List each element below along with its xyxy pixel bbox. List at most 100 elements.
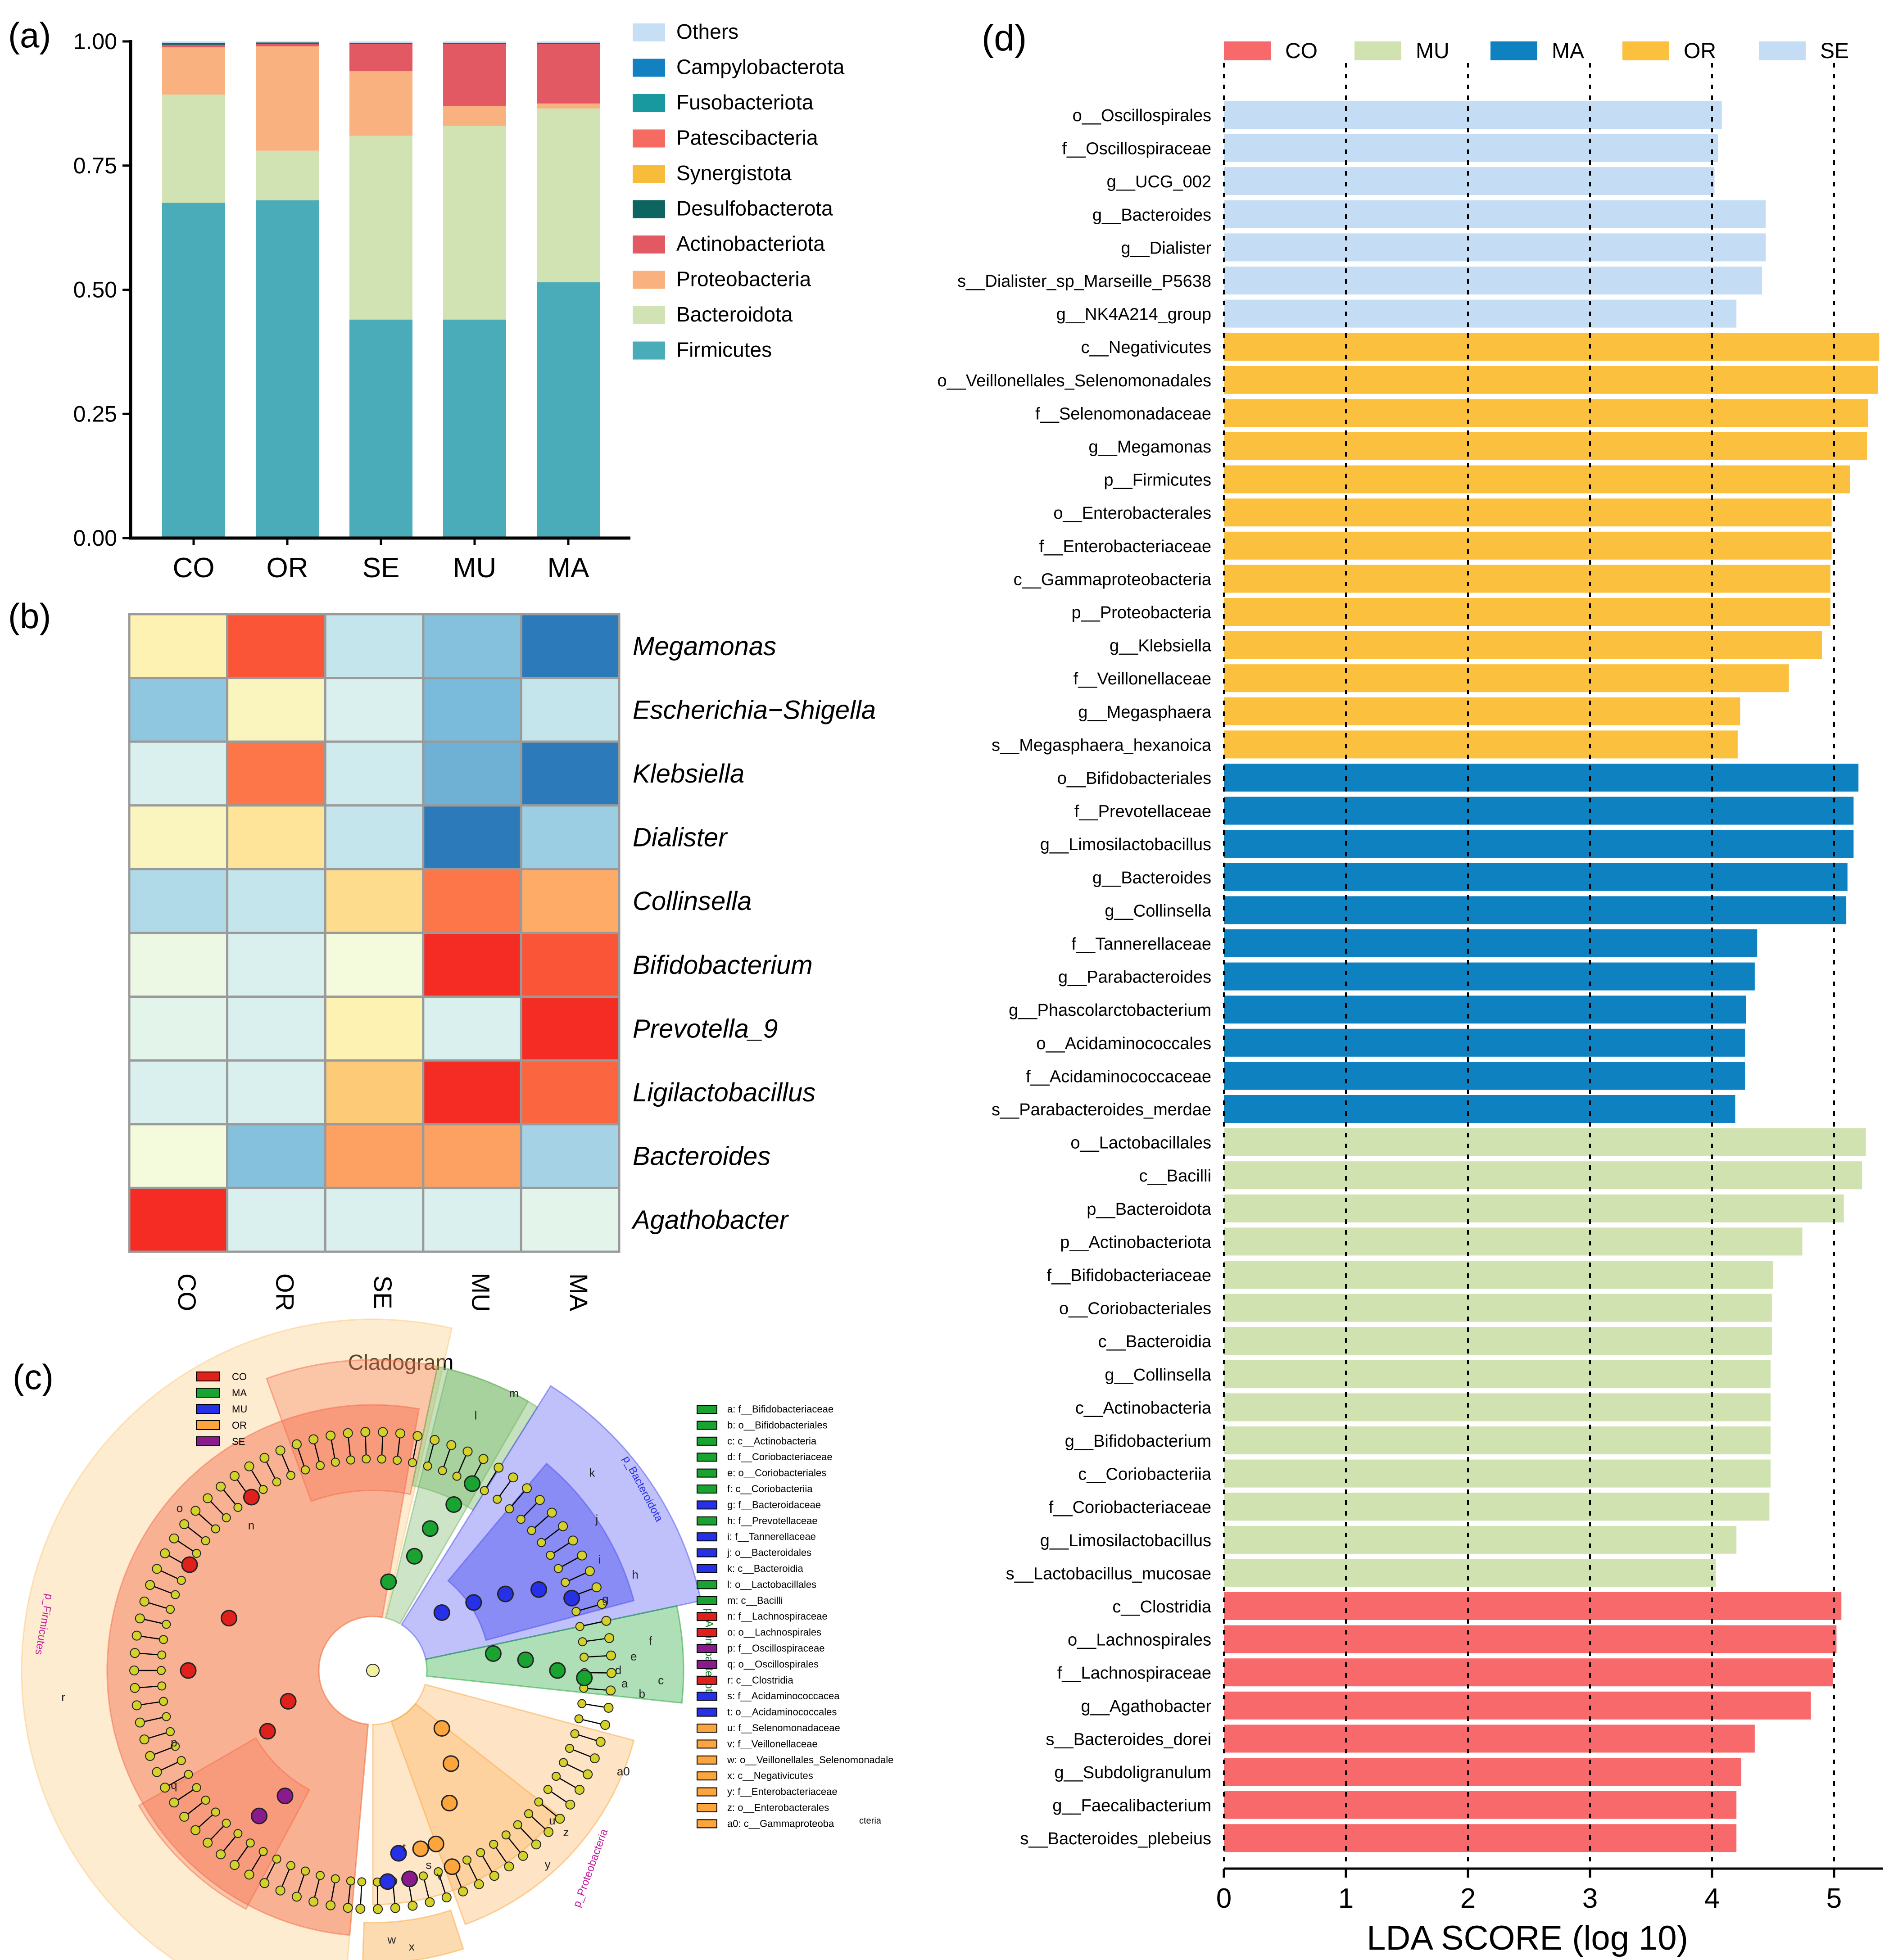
cladogram-inner-node (201, 1796, 210, 1805)
heatmap-row-label: Bifidobacterium (633, 951, 813, 980)
heatmap-cell-Escherichia−Shigella-CO (128, 677, 229, 743)
lda-bar-SE (1224, 200, 1766, 228)
cladogram-inner-node (222, 1513, 231, 1522)
heatmap-cell-Collinsella-OR (226, 868, 326, 934)
cladogram-leaf-node (565, 1799, 575, 1810)
cladogram-inner-node (272, 1477, 281, 1487)
lda-bar-label: g__NK4A214_group (1056, 305, 1211, 324)
cladogram-leaf-node (139, 1596, 149, 1607)
heatmap-cell-Agathobacter-MU (422, 1186, 522, 1253)
cladogram-leaf-node (591, 1582, 602, 1593)
lda-bar-MU (1224, 1227, 1803, 1256)
legend-swatch-Patescibacteria (633, 129, 665, 148)
cladogram-letter: q (171, 1778, 177, 1792)
lda-bar-MU (1224, 1459, 1771, 1488)
legend-label: Proteobacteria (676, 267, 811, 291)
cladogram-leaf-node (259, 1878, 270, 1888)
cladogram-legend-label: MU (232, 1403, 247, 1415)
heatmap-cell-Agathobacter-SE (324, 1186, 425, 1253)
cladogram-inner-node (286, 1471, 295, 1480)
x-tick-label: 0 (1216, 1883, 1232, 1914)
cladogram-key-swatch (697, 1405, 717, 1414)
cladogram-letter: a0 (617, 1765, 630, 1778)
cladogram-leaf-node (203, 1838, 213, 1848)
heatmap-cell-Bacteroides-MU (422, 1123, 522, 1189)
bar-OR-Actinobacteriota (256, 44, 319, 47)
cladogram-inner-node (423, 1462, 432, 1471)
legend-swatch-Fusobacteriota (633, 94, 665, 112)
cladogram-leaf-node (441, 1892, 452, 1903)
cladogram-leaf-node (474, 1879, 484, 1889)
legend-swatch-SE (1759, 41, 1806, 60)
legend-swatch-Campylobacterota (633, 59, 665, 77)
legend-label: Bacteroidota (676, 303, 793, 326)
cladogram-legend-swatch-OR (196, 1420, 220, 1430)
cladogram-inner-node (570, 1729, 580, 1738)
cladogram-inner-node (357, 1877, 367, 1887)
bar-CO-Desulfobacterota (162, 43, 225, 45)
lda-bar-label: g__Agathobacter (1081, 1697, 1212, 1716)
lda-bar-label: s__Bacteroides_plebeius (1020, 1829, 1211, 1848)
cladogram-inner-node (419, 1871, 428, 1881)
cladogram-key-swatch (697, 1819, 717, 1829)
lda-bar-CO (1224, 1625, 1837, 1653)
cladogram-letter: l (475, 1408, 477, 1422)
cladogram-letter: j (595, 1512, 598, 1525)
cladogram-node-MU (530, 1581, 548, 1598)
legend-swatch-CO (1224, 41, 1271, 60)
cladogram-key-swatch (697, 1644, 717, 1653)
cladogram-inner-node (537, 1538, 546, 1547)
cladogram-leaf-node (584, 1566, 595, 1576)
cladogram-inner-node (578, 1637, 587, 1647)
cladogram-key-label: t: o__Acidaminococcales (727, 1707, 837, 1718)
cladogram-key-label: q: o__Oscillospirales (727, 1658, 819, 1670)
heatmap-cell-Bifidobacterium-CO (128, 932, 229, 998)
lda-bar-label: f__Enterobacteriaceae (1039, 537, 1211, 556)
cladogram-leaf-node (606, 1668, 616, 1678)
cladogram-key-label: n: f__Lachnospiraceae (727, 1611, 828, 1622)
lda-bar-OR (1224, 565, 1830, 593)
cladogram-key-label: l: o__Lactobacillales (727, 1579, 816, 1590)
heatmap-cell-Escherichia−Shigella-MU (422, 677, 522, 743)
cladogram-key-swatch (697, 1500, 717, 1510)
cladogram-leaf-node (308, 1897, 319, 1907)
cladogram-legend-swatch-MA (196, 1388, 220, 1398)
cladogram-inner-node (159, 1635, 168, 1644)
cladogram-inner-node (192, 1783, 201, 1793)
cladogram-node-OR (441, 1794, 458, 1811)
heatmap-cell-Megamonas-SE (324, 613, 425, 679)
heatmap-cell-Megamonas-CO (128, 613, 229, 679)
lda-bar-CO (1224, 1758, 1742, 1786)
lda-bar-SE (1224, 167, 1715, 195)
cladogram-inner-node (162, 1712, 171, 1721)
cladogram-node-CO (243, 1489, 260, 1506)
bar-MU-Proteobacteria (443, 106, 506, 126)
cladogram-leaf-node (326, 1430, 336, 1441)
x-tick-label: 1 (1338, 1883, 1354, 1914)
panel-label-c: (c) (13, 1357, 54, 1397)
lda-bar-SE (1224, 101, 1722, 129)
lda-bar-CO (1224, 1691, 1811, 1720)
cladogram-key-swatch (697, 1612, 717, 1621)
cladogram-inner-node (301, 1465, 310, 1475)
cladogram-node-MA (517, 1651, 534, 1668)
cladogram-leaf-node (544, 1827, 554, 1837)
cladogram-key-label: c: c__Actinobacteria (727, 1435, 817, 1447)
cladogram-leaf-node (360, 1427, 371, 1437)
cladogram-key-swatch (697, 1548, 717, 1557)
cladogram-leaf-node (568, 1535, 578, 1546)
lda-bar-MU (1224, 1426, 1771, 1454)
bar-MA-Actinobacteriota (537, 44, 600, 104)
cladogram-leaf-node (131, 1700, 142, 1711)
lda-bar-label: p__Firmicutes (1104, 471, 1211, 490)
heatmap-row-label: Klebsiella (633, 759, 744, 788)
cladogram-leaf-node (395, 1428, 405, 1439)
cladogram-node-OR (443, 1755, 460, 1772)
cladogram-inner-node (408, 1458, 417, 1467)
cladogram-legend-swatch-CO (196, 1372, 220, 1381)
cladogram-inner-node (493, 1494, 502, 1504)
bar-MU-Bacteroidota (443, 126, 506, 320)
heatmap-cell-Collinsella-SE (324, 868, 425, 934)
cladogram-node-MA (380, 1573, 397, 1590)
y-tick-label: 0.75 (73, 153, 117, 178)
